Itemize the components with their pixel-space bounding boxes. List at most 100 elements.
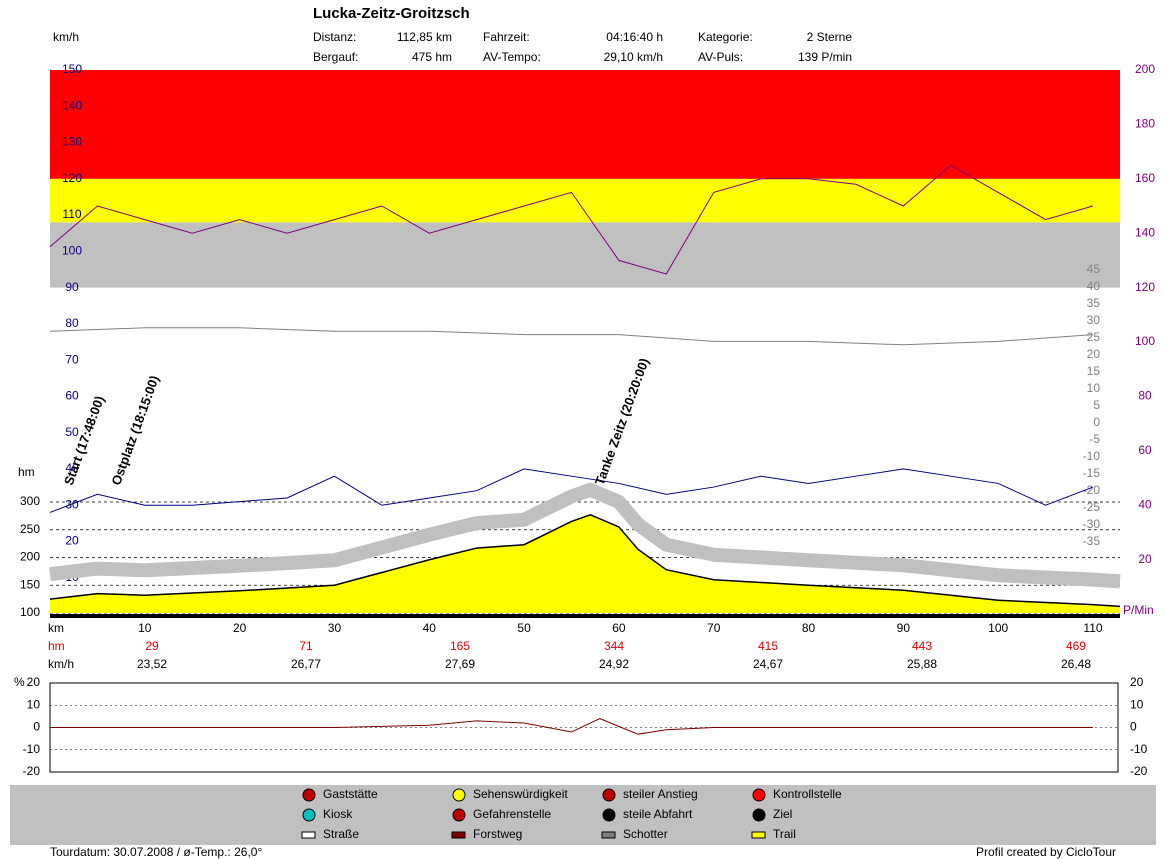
hm-tick-label: 250 — [20, 522, 40, 536]
legend-swatch — [601, 831, 616, 839]
y2-tick-label: 200 — [1135, 62, 1155, 76]
stat: 2 Sterne — [807, 30, 853, 44]
hm-tick-label: 100 — [20, 605, 40, 619]
segment-hm: 443 — [912, 639, 932, 653]
x-tick-label: 90 — [897, 621, 911, 635]
legend-icon — [452, 788, 466, 802]
stat: Distanz: — [313, 30, 356, 44]
gradient-tick-label-right: -10 — [1130, 742, 1148, 756]
stat: Bergauf: — [313, 50, 358, 64]
stat: 139 P/min — [798, 50, 852, 64]
x-tick-label: 60 — [612, 621, 626, 635]
segment-hm-label: hm — [48, 639, 65, 653]
legend-icon — [302, 788, 316, 802]
hm-axis-label: hm — [18, 465, 35, 479]
gradient-label: % — [14, 675, 25, 689]
gradient-tick-label: 0 — [33, 720, 40, 734]
legend-swatch — [451, 831, 466, 839]
annotation: Start (17:48:00) — [61, 394, 107, 487]
annotation: Tanke Zeitz (20:20:00) — [592, 356, 652, 487]
gradient-tick-label-right: 0 — [1130, 720, 1137, 734]
pulse-zone — [50, 222, 1120, 288]
x-tick-label: 50 — [517, 621, 531, 635]
stat: 475 hm — [412, 50, 452, 64]
y-tick-label: 50 — [65, 425, 79, 439]
y2-tick-label: 140 — [1135, 225, 1155, 239]
legend-icon — [752, 788, 766, 802]
x-axis-label: km — [48, 621, 64, 635]
y-tick-label: 150 — [62, 62, 82, 76]
y3-tick-label: 45 — [1087, 262, 1101, 276]
legend-label: Kiosk — [323, 807, 353, 821]
segment-kmh: 24,67 — [753, 657, 783, 671]
gradient-tick-label: 20 — [27, 675, 41, 689]
legend-label: Gaststätte — [323, 787, 378, 801]
y2-tick-label: 120 — [1135, 280, 1155, 294]
y2-tick-label: 160 — [1135, 171, 1155, 185]
hm-tick-label: 200 — [20, 550, 40, 564]
y-tick-label: 40 — [65, 461, 79, 475]
segment-hm: 71 — [299, 639, 313, 653]
y-tick-label: 90 — [65, 280, 79, 294]
stat: Kategorie: — [698, 30, 753, 44]
x-tick-label: 100 — [988, 621, 1008, 635]
pulse-line — [49, 164, 1094, 275]
y2-tick-label: 40 — [1138, 497, 1152, 511]
y3-tick-label: 5 — [1093, 398, 1100, 412]
elevation-line — [49, 513, 1121, 608]
y2-axis-label: P/Min — [1123, 603, 1154, 617]
y3-tick-label: 30 — [1087, 313, 1101, 327]
hm-tick-label: 300 — [20, 494, 40, 508]
hm-tick-label: 150 — [20, 577, 40, 591]
legend-swatch — [301, 831, 316, 839]
gradient-tick-label-right: -20 — [1130, 764, 1148, 778]
gradient-line — [50, 718, 1093, 735]
elevation-area — [50, 514, 1120, 613]
pulse-zone — [50, 178, 1120, 223]
x-tick-label: 10 — [138, 621, 152, 635]
temperature-line — [49, 327, 1094, 346]
gradient-tick-label-right: 20 — [1130, 675, 1144, 689]
x-tick-label: 30 — [328, 621, 342, 635]
y3-tick-label: -5 — [1089, 432, 1100, 446]
segment-hm: 469 — [1066, 639, 1086, 653]
y3-tick-label: -10 — [1083, 449, 1101, 463]
segment-kmh: 25,88 — [907, 657, 937, 671]
segment-kmh-label: km/h — [48, 657, 74, 671]
stat: 29,10 km/h — [604, 50, 663, 64]
gradient-tick-label: -20 — [23, 764, 41, 778]
y3-tick-label: 0 — [1093, 415, 1100, 429]
footer-date: Tourdatum: 30.07.2008 / ø-Temp.: 26,0° — [50, 845, 262, 859]
legend-label: Kontrollstelle — [773, 787, 842, 801]
segment-kmh: 27,69 — [445, 657, 475, 671]
y-tick-label: 140 — [62, 98, 82, 112]
y2-tick-label: 60 — [1138, 443, 1152, 457]
x-tick-label: 70 — [707, 621, 721, 635]
legend-label: Sehenswürdigkeit — [473, 787, 568, 801]
segment-hm: 344 — [604, 639, 624, 653]
stat: 04:16:40 h — [606, 30, 663, 44]
pulse-zone — [50, 70, 1120, 179]
y3-tick-label: 10 — [1087, 381, 1101, 395]
segment-hm: 29 — [145, 639, 159, 653]
y2-tick-label: 20 — [1138, 552, 1152, 566]
title: Lucka-Zeitz-Groitzsch — [313, 5, 470, 22]
legend-box — [10, 785, 1156, 845]
y3-tick-label: 25 — [1087, 330, 1101, 344]
legend-label: Trail — [773, 827, 796, 841]
stat: Fahrzeit: — [483, 30, 530, 44]
legend-icon — [302, 808, 316, 822]
y-tick-label: 110 — [62, 207, 81, 221]
legend-icon — [602, 808, 616, 822]
y3-tick-label: -25 — [1083, 500, 1101, 514]
x-tick-label: 40 — [423, 621, 437, 635]
segment-kmh: 26,48 — [1061, 657, 1091, 671]
footer-credit: Profil created by CicloTour — [976, 845, 1116, 859]
segment-kmh: 23,52 — [137, 657, 167, 671]
x-tick-label: 110 — [1083, 621, 1102, 635]
legend-label: Ziel — [773, 807, 792, 821]
legend-label: Gefahrenstelle — [473, 807, 551, 821]
y-tick-label: 100 — [62, 244, 82, 258]
y2-tick-label: 80 — [1138, 389, 1152, 403]
